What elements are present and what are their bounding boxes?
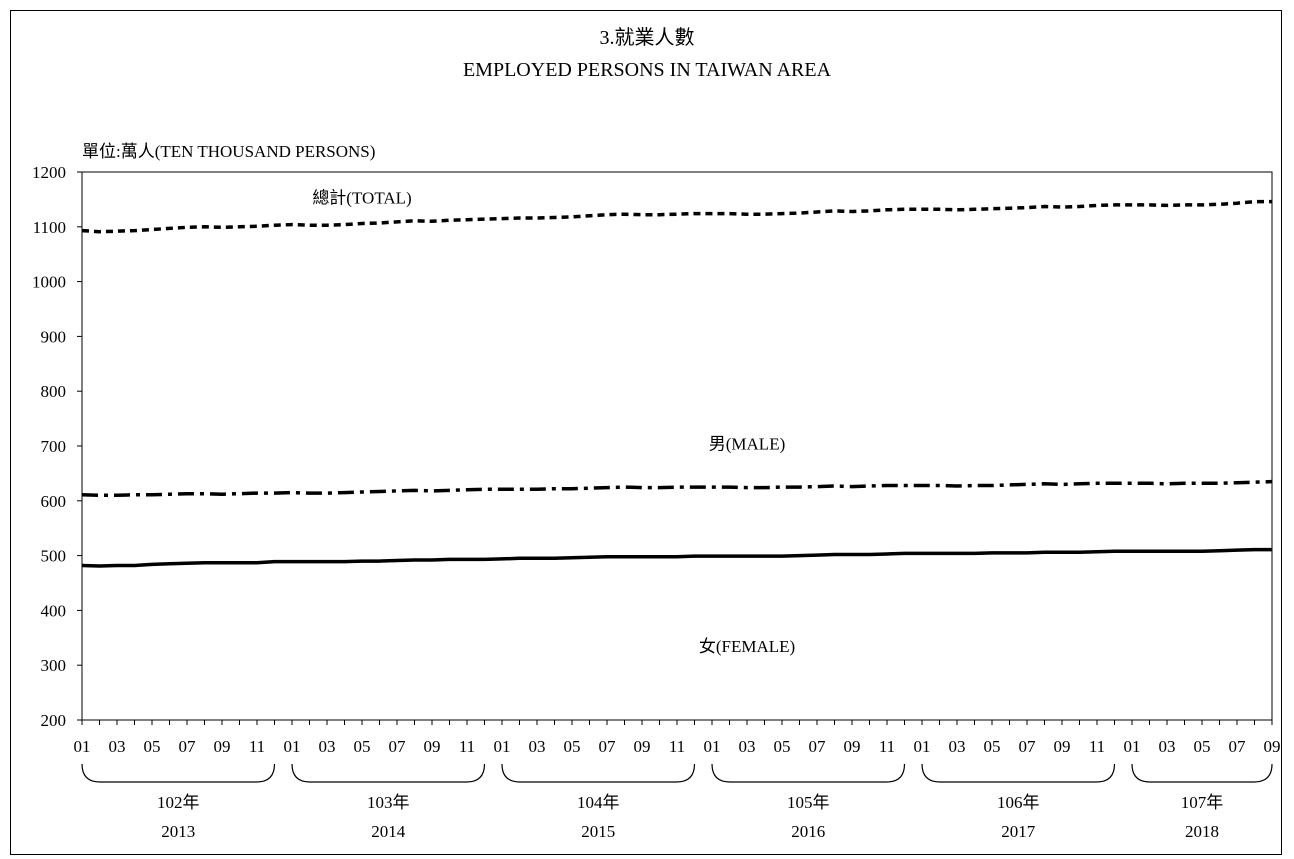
x-tick-label: 07 xyxy=(809,737,827,756)
x-tick-label: 07 xyxy=(179,737,197,756)
x-tick-label: 05 xyxy=(984,737,1001,756)
x-tick-label: 03 xyxy=(529,737,546,756)
x-tick-label: 09 xyxy=(424,737,441,756)
y-tick-label: 400 xyxy=(41,601,67,620)
year-label-roc: 106年 xyxy=(997,793,1040,812)
year-label-roc: 105年 xyxy=(787,793,830,812)
x-tick-label: 01 xyxy=(1124,737,1141,756)
x-tick-label: 03 xyxy=(1159,737,1176,756)
y-tick-label: 700 xyxy=(41,437,67,456)
x-tick-label: 09 xyxy=(634,737,651,756)
y-tick-label: 500 xyxy=(41,547,67,566)
series-line-male xyxy=(81,479,1273,498)
x-tick-label: 01 xyxy=(494,737,511,756)
x-tick-label: 01 xyxy=(284,737,301,756)
x-tick-label: 11 xyxy=(669,737,685,756)
chart-subtitle: EMPLOYED PERSONS IN TAIWAN AREA xyxy=(463,59,832,81)
year-label-ad: 2017 xyxy=(1001,822,1036,841)
x-tick-label: 09 xyxy=(214,737,231,756)
year-label-ad: 2014 xyxy=(371,822,406,841)
year-brace xyxy=(711,763,906,783)
chart-frame xyxy=(10,10,1282,855)
series-layer: 總計(TOTAL) 男(MALE) 女(FEMALE) xyxy=(81,189,1273,656)
year-label-ad: 2018 xyxy=(1185,822,1219,841)
x-tick-label: 01 xyxy=(704,737,721,756)
x-tick-label: 09 xyxy=(844,737,861,756)
y-tick-label: 800 xyxy=(41,382,67,401)
x-tick-label: 09 xyxy=(1264,737,1281,756)
x-tick-label: 03 xyxy=(949,737,966,756)
x-tick-label: 11 xyxy=(459,737,475,756)
series-label-female: 女(FEMALE) xyxy=(699,637,795,656)
year-label-roc: 104年 xyxy=(577,793,620,812)
year-label-ad: 2016 xyxy=(791,822,825,841)
plot-area xyxy=(81,171,1273,721)
chart-title: 3.就業人數 xyxy=(600,26,695,49)
x-tick-label: 07 xyxy=(599,737,617,756)
y-tick-label: 600 xyxy=(41,492,67,511)
year-label-roc: 107年 xyxy=(1181,793,1224,812)
y-tick-label: 1200 xyxy=(32,163,66,182)
x-axis-layer: 01 03 05 07 09 11 01 03 05 07 09 11 01 03 05 07 09 11 01 03… xyxy=(74,720,1281,841)
x-tick-label: 05 xyxy=(774,737,791,756)
y-tick-label: 1000 xyxy=(32,273,66,292)
x-tick-label: 01 xyxy=(74,737,91,756)
x-tick-label: 01 xyxy=(914,737,931,756)
x-tick-label: 05 xyxy=(144,737,161,756)
x-tick-label: 05 xyxy=(354,737,371,756)
series-label-total: 總計(TOTAL) xyxy=(312,189,411,208)
year-brace xyxy=(501,763,696,783)
x-tick-label: 07 xyxy=(1229,737,1247,756)
y-tick-label: 1100 xyxy=(33,218,66,237)
year-label-roc: 103年 xyxy=(367,793,410,812)
y-tick-label: 300 xyxy=(41,656,67,675)
year-label-roc: 102年 xyxy=(157,793,200,812)
series-line-female xyxy=(81,547,1272,568)
series-line-total xyxy=(81,199,1272,234)
year-label-ad: 2015 xyxy=(581,822,615,841)
year-brace xyxy=(291,763,486,783)
x-tick-label: 03 xyxy=(319,737,336,756)
x-tick-label: 05 xyxy=(1194,737,1211,756)
axes: 200 300 400 500 600 700 800 900 1000 1100 1200 xyxy=(32,163,1273,730)
series-label-male: 男(MALE) xyxy=(709,435,785,454)
x-tick-label: 11 xyxy=(249,737,265,756)
x-tick-label: 11 xyxy=(879,737,895,756)
x-tick-label: 11 xyxy=(1089,737,1105,756)
x-tick-label: 03 xyxy=(109,737,126,756)
year-label-ad: 2013 xyxy=(161,822,195,841)
x-tick-label: 09 xyxy=(1054,737,1071,756)
y-tick-label: 900 xyxy=(41,327,67,346)
year-brace xyxy=(81,763,276,783)
x-tick-label: 07 xyxy=(1019,737,1037,756)
y-tick-label: 200 xyxy=(41,711,67,730)
x-tick-label: 05 xyxy=(564,737,581,756)
y-axis-unit-label: 單位:萬人(TEN THOUSAND PERSONS) xyxy=(82,142,375,161)
x-tick-label: 03 xyxy=(739,737,756,756)
year-brace xyxy=(921,763,1116,783)
x-tick-label: 07 xyxy=(389,737,407,756)
year-brace xyxy=(1131,763,1273,783)
